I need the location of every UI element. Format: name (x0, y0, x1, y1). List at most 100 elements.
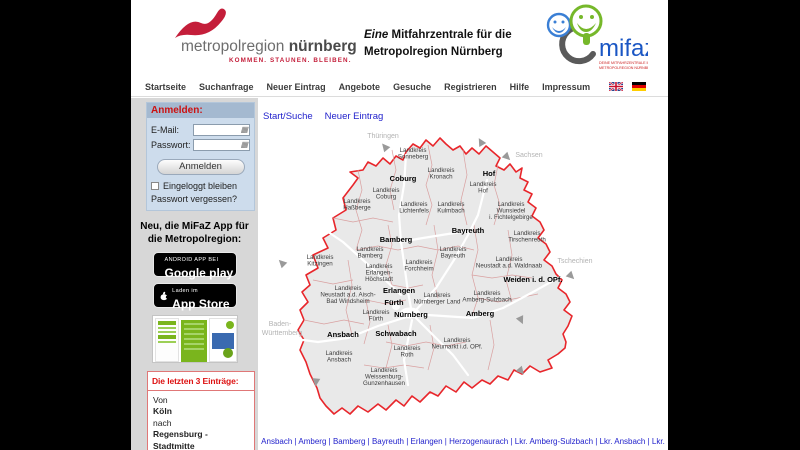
de-flag-icon[interactable] (632, 82, 647, 91)
stay-logged-in-label: Eingeloggt bleiben (163, 181, 238, 191)
region-link[interactable]: Bayreuth (371, 437, 404, 446)
map-district-label: Landkreis Neumarkt i.d. OPf. (432, 337, 483, 351)
map-district-label: Landkreis Sonneberg (398, 147, 429, 161)
latest-entries-title: Die letzten 3 Einträge: (148, 372, 254, 391)
login-title: Anmelden: (147, 103, 254, 118)
map-district-label: Landkreis Kronach (428, 167, 455, 181)
map-city-area-fuerth (392, 304, 400, 310)
map-district-label: Landkreis Amberg-Sulzbach (462, 290, 512, 304)
nav-item-registrieren[interactable]: Registrieren (444, 81, 497, 92)
region-quick-links: Ansbach | Amberg | Bamberg | Bayreuth | … (258, 437, 668, 446)
site-claim: Eine Mitfahrzentrale für die Metropolreg… (364, 29, 512, 58)
region-link[interactable]: Lkr. Amberg-Sulzbach (514, 437, 594, 446)
region-link[interactable]: Bamberg (332, 437, 366, 446)
map-city-label: Hof (483, 169, 496, 178)
link-separator: | (508, 437, 515, 446)
nav-item-angebote[interactable]: Angebote (338, 81, 381, 92)
map-district-label: Landkreis Kitzingen (307, 254, 334, 268)
map-district-label: Landkreis Bayreuth (440, 246, 467, 260)
map-city-label: Coburg (390, 174, 417, 183)
map-direction-arrow-icon (312, 378, 321, 387)
svg-text:METROPOLREGION NÜRNBERG: METROPOLREGION NÜRNBERG (599, 66, 648, 70)
region-link[interactable]: Herzogenaurach (449, 437, 509, 446)
header: metropolregion nürnberg KOMMEN. STAUNEN.… (131, 0, 668, 77)
google-play-badge[interactable]: ANDROID APP BEI Google play (152, 252, 237, 280)
region-map: Thüringen Sachsen Tschechien Baden- Württemb… (258, 130, 658, 437)
region-link[interactable]: Ansbach (261, 437, 293, 446)
map-district-label: Landkreis Tirschenreuth (508, 230, 546, 244)
brochure-image (151, 315, 238, 363)
map-district-label: Landkreis Neustadt a.d. Aisch-Bad Windshe… (320, 285, 375, 305)
link-separator: | (442, 437, 450, 446)
map-district-label: Landkreis Coburg (373, 187, 400, 201)
mifaz-wordmark: mifaz (599, 35, 648, 62)
map-direction-arrow-icon (478, 138, 487, 148)
map-city-label: Amberg (466, 309, 495, 318)
map-city-label: Ansbach (327, 330, 359, 339)
uk-flag-icon[interactable] (609, 82, 624, 91)
map-direction-arrow-icon (515, 365, 524, 375)
map-region-shape (297, 137, 573, 415)
password-label: Passwort: (151, 140, 191, 150)
nav-item-startseite[interactable]: Startseite (145, 81, 187, 92)
region-link[interactable]: Amberg (298, 437, 327, 446)
map-district-label: Landkreis Wunsiedel i. Fichtelgebirge (489, 201, 533, 221)
map-neighbor-label: Thüringen (367, 133, 399, 140)
mifaz-logo: mifaz DEINE MITFAHRZENTRALE IN DER METRO… (546, 4, 648, 70)
nav-items: Startseite Suchanfrage Neuer Eintrag Angebo… (145, 82, 590, 92)
map-direction-arrow-icon (515, 315, 524, 325)
nav-item-hilfe[interactable]: Hilfe (509, 81, 530, 92)
map-district-borders (303, 144, 539, 371)
top-link-start-suche[interactable]: Start/Suche (263, 111, 313, 122)
map-district-label: Landkreis Neustadt a.d. Waldnaab (476, 256, 543, 270)
google-play-line2: Google play (164, 265, 234, 280)
forgot-password-link[interactable]: Passwort vergessen? (151, 194, 238, 204)
map-district-label: Landkreis Bamberg (357, 246, 384, 260)
google-play-line1: ANDROID APP BEI (164, 257, 219, 264)
autofill-icon: ▦ (240, 125, 248, 134)
map-city-label: Schwabach (375, 329, 417, 338)
nav-item-gesuche[interactable]: Gesuche (393, 81, 432, 92)
login-button[interactable]: Anmelden (156, 159, 245, 175)
sidebar: Anmelden: E-Mail: ▦ Passwort: ▦ Anmelden… (131, 98, 258, 450)
svg-text:DEINE MITFAHRZENTRALE IN DER: DEINE MITFAHRZENTRALE IN DER (599, 61, 648, 65)
metropolregion-tagline: KOMMEN. STAUNEN. BLEIBEN. (229, 57, 352, 64)
map-district-label: Landkreis Erlangen-Höchstadt (365, 263, 393, 283)
apple-icon (160, 291, 168, 300)
map-city-label: Bayreuth (452, 226, 485, 235)
language-switch (609, 82, 647, 91)
app-store-badge[interactable]: Laden im App Store (152, 283, 237, 311)
app-store-line2: App Store (172, 296, 230, 311)
breadcrumb-links: Start/Suche Neuer Eintrag (263, 111, 383, 122)
nav-item-suchanfrage[interactable]: Suchanfrage (199, 81, 254, 92)
email-field[interactable]: ▦ (193, 124, 250, 136)
main-nav: Startseite Suchanfrage Neuer Eintrag Angebo… (131, 77, 668, 97)
app-store-line1: Laden im (172, 288, 198, 295)
map-district-label: Landkreis Lichtenfels (399, 201, 429, 215)
metropolregion-swoosh-icon (175, 8, 226, 38)
region-link[interactable]: Lkr. Ansbach (599, 437, 646, 446)
map-roads (286, 153, 582, 387)
map-direction-arrow-icon (382, 143, 391, 153)
map-city-label: Nürnberg (394, 310, 428, 319)
app-promo-heading: Neu, die MiFaZ App für die Metropolregio… (140, 221, 249, 245)
region-link[interactable]: Erlangen (410, 437, 443, 446)
map-city-area-nuernberg (400, 307, 420, 319)
map-direction-arrow-icon (501, 151, 511, 161)
link-separator: | (403, 437, 411, 446)
link-separator: | (292, 437, 299, 446)
password-field[interactable]: ▦ (193, 139, 250, 151)
page: metropolregion nürnberg KOMMEN. STAUNEN.… (131, 0, 668, 450)
link-separator: | (593, 437, 600, 446)
stay-logged-in-checkbox[interactable] (151, 182, 159, 190)
map-neighbor-label: Sachsen (515, 152, 542, 159)
email-label: E-Mail: (151, 125, 180, 135)
map-neighbor-label: Baden- (269, 321, 292, 328)
top-link-neuer-eintrag[interactable]: Neuer Eintrag (324, 111, 384, 122)
region-link[interactable]: Lkr. (651, 437, 665, 446)
nav-item-neuer-eintrag[interactable]: Neuer Eintrag (266, 81, 326, 92)
main-area: Start/Suche Neuer Eintrag (258, 98, 668, 450)
nav-item-impressum[interactable]: Impressum (542, 81, 591, 92)
